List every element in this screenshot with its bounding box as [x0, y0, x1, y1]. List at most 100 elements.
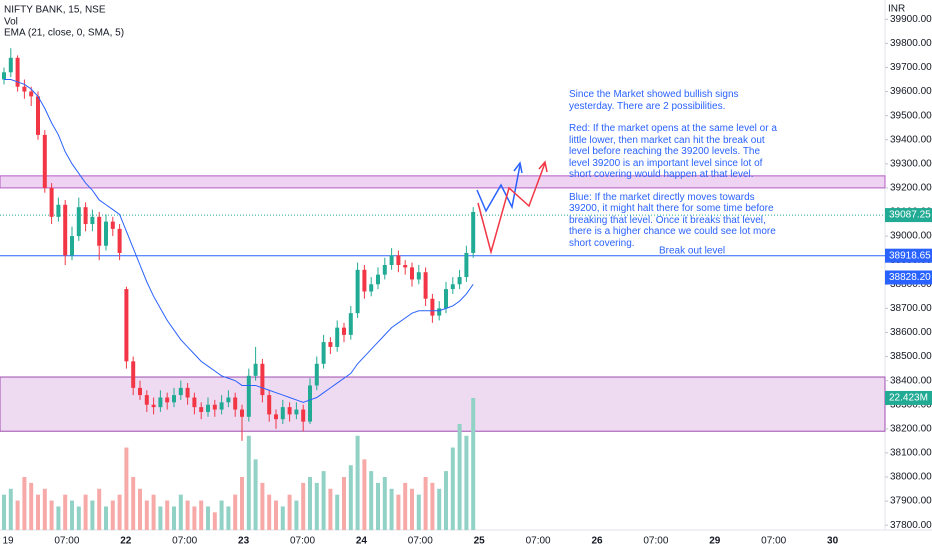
candle-body — [396, 255, 401, 265]
y-tick-label: 37900.00 — [890, 496, 932, 507]
candle-body — [253, 363, 258, 376]
price-badge-label: 38828.20 — [889, 272, 931, 283]
volume-bar — [56, 506, 61, 530]
x-tick-label: 07:00 — [290, 536, 315, 547]
volume-bar — [29, 482, 34, 530]
candle-body — [2, 72, 6, 80]
x-tick-label: 07:00 — [408, 536, 433, 547]
candle-body — [131, 361, 136, 388]
volume-bar — [450, 447, 455, 530]
candle-body — [335, 327, 340, 347]
candle-body — [410, 267, 414, 280]
volume-bar — [219, 500, 224, 530]
volume-bar — [2, 494, 6, 530]
candle-body — [294, 409, 299, 415]
chart-title: NIFTY BANK, 15, NSE — [4, 5, 106, 16]
volume-bar — [172, 506, 176, 530]
volume-bar — [314, 482, 319, 530]
candle-body — [144, 395, 149, 405]
candle-body — [430, 298, 435, 316]
candle-body — [301, 409, 306, 422]
candle-body — [437, 308, 442, 316]
volume-bar — [158, 506, 163, 530]
note: Since the Market showed bullish signs ye… — [569, 89, 739, 112]
currency: INR — [888, 4, 905, 15]
volume-bar — [15, 500, 20, 530]
candle-body — [206, 404, 210, 412]
volume-bar — [416, 494, 421, 530]
y-tick-label: 38000.00 — [890, 472, 932, 483]
x-tick-label: 07:00 — [761, 536, 786, 547]
x-tick-label: 22 — [120, 536, 132, 547]
candle-body — [369, 284, 374, 292]
note: Blue: If the market directly moves towar… — [569, 191, 776, 249]
candle-body — [464, 252, 469, 278]
volume-bar — [63, 494, 68, 530]
volume-bar — [42, 488, 47, 530]
volume-bar — [83, 494, 88, 530]
volume-bar — [308, 477, 312, 530]
candle-body — [185, 387, 190, 398]
volume-bar — [253, 459, 258, 530]
volume-bar — [192, 506, 197, 530]
candle-body — [308, 385, 312, 422]
volume-bar — [382, 477, 387, 530]
candle-body — [280, 407, 285, 420]
blue-arrowhead — [513, 161, 523, 174]
candle-body — [416, 272, 421, 280]
volume-bar — [212, 512, 217, 530]
volume-bar — [90, 500, 95, 530]
volume-bar — [267, 494, 272, 530]
volume-bar — [294, 500, 299, 530]
y-tick-label: 39800.00 — [890, 38, 932, 49]
x-tick-label: 29 — [709, 536, 721, 547]
candle-body — [246, 375, 251, 417]
candle-body — [97, 216, 102, 246]
candle-body — [450, 284, 455, 290]
volume-bar — [49, 500, 54, 530]
x-tick-label: 07:00 — [526, 536, 551, 547]
candle-body — [8, 57, 13, 73]
volume-bar — [321, 471, 326, 530]
red-arrowhead — [538, 160, 548, 173]
candle-body — [158, 397, 163, 408]
volume-label: Vol — [4, 17, 18, 28]
candle-body — [471, 212, 476, 253]
volume-bar — [403, 482, 408, 530]
candle-body — [382, 265, 387, 275]
candle-body — [376, 274, 380, 285]
volume-bar — [444, 471, 448, 530]
plot — [0, 48, 886, 530]
candle-body — [42, 134, 47, 188]
volume-bar — [240, 477, 244, 530]
volume-bar — [36, 494, 40, 530]
annotation: Since the Market showed bullish signs ye… — [569, 89, 781, 260]
price-badge — [885, 208, 932, 223]
note: Red: If the market opens at the same lev… — [569, 123, 777, 180]
volume-bar — [151, 494, 156, 530]
volume-bar — [274, 500, 278, 530]
volume-bar — [423, 477, 428, 530]
price-badge-label: 22.423M — [889, 393, 928, 404]
candle-body — [76, 207, 81, 237]
x-tick-label: 25 — [474, 536, 486, 547]
volume-bar — [301, 482, 306, 530]
candle-body — [274, 414, 278, 420]
y-tick-label: 39400.00 — [890, 134, 932, 145]
x-tick-label: 07:00 — [54, 536, 79, 547]
ema-line — [4, 79, 474, 403]
y-tick-label: 39600.00 — [890, 86, 932, 97]
volume-bar — [457, 424, 462, 530]
volume-bar — [369, 471, 374, 530]
volume-bar — [246, 435, 251, 530]
y-tick-label: 38200.00 — [890, 423, 932, 434]
volume-bar — [185, 500, 190, 530]
volume-bar — [430, 482, 435, 530]
volume-bar — [70, 500, 74, 530]
x-tick-label: 07:00 — [172, 536, 197, 547]
candle-body — [36, 96, 40, 135]
candle-body — [117, 228, 122, 253]
candle-body — [267, 395, 272, 415]
candle-body — [355, 269, 360, 314]
volume-bar — [233, 494, 238, 530]
